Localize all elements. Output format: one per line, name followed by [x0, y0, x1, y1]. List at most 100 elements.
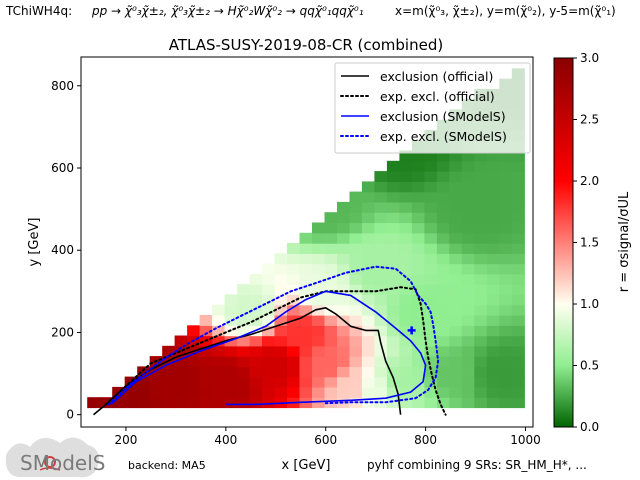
- heatmap-cell: [499, 386, 513, 398]
- heatmap-cell: [411, 191, 425, 203]
- exclusion-curves: [92, 265, 447, 416]
- heatmap-cell: [386, 294, 400, 306]
- header: TChiWH4q: pp → χ̃⁰₃χ̃±₂, χ̃⁰₃χ̃±₂ → Hχ̃⁰…: [5, 4, 616, 18]
- heatmap-cell: [436, 232, 450, 244]
- heatmap-cell: [386, 222, 400, 234]
- heatmap-cell: [262, 397, 276, 409]
- process-text: pp → χ̃⁰₃χ̃±₂, χ̃⁰₃χ̃±₂ → Hχ̃⁰₂Wχ̃⁰₂ → q…: [91, 4, 364, 18]
- heatmap-cell: [436, 335, 450, 347]
- heatmap-cell: [312, 345, 326, 357]
- heatmap-cell: [424, 150, 438, 162]
- heatmap-cell: [511, 150, 525, 162]
- heatmap-cell: [312, 366, 326, 378]
- colorbar-tick-label: 0.5: [580, 359, 599, 373]
- heatmap-cell: [511, 253, 525, 265]
- heatmap-cell: [224, 304, 238, 316]
- combination-label: pyhf combining 9 SRs: SR_HM_H*, ...: [367, 458, 587, 472]
- heatmap-cell: [499, 222, 513, 234]
- colorbar-label: r = σsignal/σUL: [617, 191, 632, 292]
- heatmap-cell: [337, 304, 351, 316]
- heatmap-cell: [361, 356, 375, 367]
- heatmap-cell: [361, 376, 375, 388]
- heatmap-cell: [411, 325, 425, 337]
- heatmap-cell: [287, 263, 301, 275]
- heatmap-cell: [337, 397, 351, 409]
- heatmap-cell: [237, 294, 251, 306]
- heatmap-cell: [287, 253, 301, 265]
- heatmap-cell: [449, 294, 463, 306]
- heatmap-cell: [361, 366, 375, 378]
- y-tick-label: 600: [51, 161, 74, 175]
- heatmap-cell: [324, 212, 338, 224]
- heatmap-cell: [361, 315, 375, 326]
- heatmap-cell: [312, 243, 326, 254]
- heatmap-cell: [299, 366, 313, 378]
- heatmap-cell: [399, 376, 413, 388]
- heatmap-cell: [374, 376, 388, 388]
- heatmap-cell: [436, 284, 450, 295]
- marker-cross-icon: [407, 326, 416, 335]
- heatmap-cell: [349, 304, 363, 316]
- heatmap-cell: [262, 263, 276, 275]
- heatmap-cell: [399, 181, 413, 193]
- heatmap-cell: [449, 201, 463, 213]
- heatmap-cell: [499, 366, 513, 378]
- heatmap-cell: [436, 171, 450, 182]
- colorbar-tick-label: 2.0: [580, 174, 599, 188]
- heatmap-cell: [499, 201, 513, 213]
- logo-vertex-icon: [44, 456, 56, 468]
- heatmap-cell: [486, 397, 500, 409]
- heatmap-cell: [411, 160, 425, 172]
- heatmap-cell: [461, 150, 475, 162]
- heatmap-cell: [461, 160, 475, 172]
- x-axis-ticks: 200 400 600 800 1000: [114, 427, 541, 447]
- heatmap-cell: [411, 284, 425, 295]
- heatmap-cell: [212, 397, 226, 409]
- heatmap-cell: [474, 253, 488, 265]
- heatmap-cell: [499, 356, 513, 367]
- heatmap-cell: [374, 191, 388, 203]
- heatmap-cell: [486, 345, 500, 357]
- heatmap-cell: [449, 356, 463, 367]
- heatmap-cell: [436, 315, 450, 326]
- heatmap-cell: [162, 376, 176, 388]
- heatmap-cell: [399, 304, 413, 316]
- heatmap-cell: [337, 335, 351, 347]
- heatmap-cell: [511, 273, 525, 285]
- heatmap-cell: [449, 366, 463, 378]
- heatmap-cell: [287, 386, 301, 398]
- heatmap-cell: [499, 284, 513, 295]
- heatmap-cell: [461, 284, 475, 295]
- heatmap-cell: [511, 335, 525, 347]
- heatmap-cell: [149, 366, 163, 378]
- heatmap-cell: [411, 171, 425, 182]
- heatmap-cell: [436, 181, 450, 193]
- heatmap-cell: [411, 397, 425, 409]
- colorbar-tick-label: 3.0: [580, 51, 599, 65]
- heatmap-cell: [187, 325, 201, 337]
- heatmap-cell: [399, 232, 413, 244]
- heatmap-cell: [474, 284, 488, 295]
- heatmap-cell: [461, 253, 475, 265]
- series-line: [107, 265, 440, 406]
- heatmap-cell: [337, 325, 351, 337]
- heatmap-cell: [474, 243, 488, 254]
- heatmap-cell: [287, 304, 301, 316]
- heatmap-cell: [486, 376, 500, 388]
- heatmap-cell: [224, 386, 238, 398]
- heatmap-cell: [199, 356, 213, 367]
- heatmap-cell: [262, 345, 276, 357]
- heatmap-cell: [449, 273, 463, 285]
- heatmap-cell: [486, 212, 500, 224]
- y-axis-label: y [GeV]: [27, 218, 42, 267]
- heatmap-cell: [486, 263, 500, 275]
- legend-label: exclusion (official): [380, 69, 493, 84]
- heatmap-cell: [399, 253, 413, 265]
- heatmap-cell: [424, 386, 438, 398]
- heatmap-cell: [249, 304, 263, 316]
- heatmap-cell: [237, 376, 251, 388]
- heatmap-cell: [511, 243, 525, 254]
- heatmap-cell: [262, 376, 276, 388]
- heatmap-cell: [299, 232, 313, 244]
